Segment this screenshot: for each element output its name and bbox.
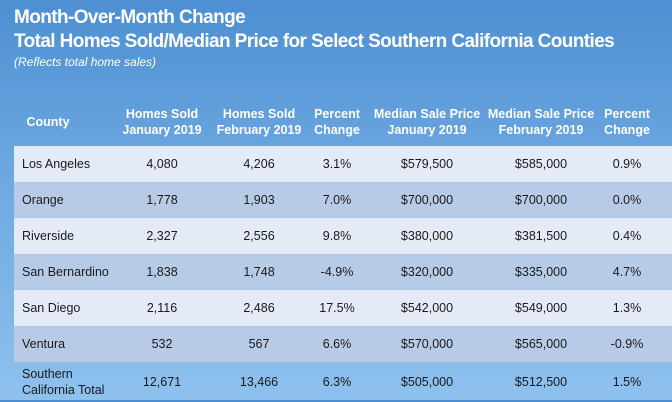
chart-title: Month-Over-Month Change	[14, 7, 246, 28]
table-row-total: Southern California Total 12,671 13,466 6.3%…	[14, 362, 672, 402]
cell-homes-sold-feb: 1,903	[243, 193, 275, 207]
cell-county: San Diego	[22, 301, 81, 315]
cell-homes-sold-feb: 2,486	[243, 301, 275, 315]
table-header: County Homes Sold January 2019 Homes Sold Fe…	[0, 100, 672, 144]
column-header-homes-sold-jan: Homes Sold January 2019	[122, 107, 202, 137]
column-header-median-price-jan: Median Sale Price January 2019	[373, 107, 481, 137]
column-header-price-pct-change: Percent Change	[604, 107, 650, 137]
cell-median-price-jan: $542,000	[400, 301, 454, 315]
cell-median-price-feb: $381,500	[514, 229, 568, 243]
table-row: San Bernardino 1,838 1,748 -4.9% $320,000 $33…	[14, 254, 672, 290]
column-header-homes-sold-feb: Homes Sold February 2019	[216, 107, 302, 137]
cell-homes-pct-change: 17.5%	[319, 301, 355, 315]
chart-subtitle: Total Homes Sold/Median Price for Select…	[14, 31, 615, 52]
cell-homes-sold-feb: 2,556	[243, 229, 275, 243]
cell-median-price-feb: $700,000	[514, 193, 568, 207]
cell-median-price-jan: $579,500	[400, 157, 454, 171]
table-row: Ventura 532 567 6.6% $570,000 $565,000 -0.9%	[14, 326, 672, 362]
cell-homes-sold-jan: 1,778	[146, 193, 178, 207]
cell-county: San Bernardino	[22, 265, 109, 279]
table-row: Los Angeles 4,080 4,206 3.1% $579,500 $585,00…	[14, 146, 672, 182]
cell-price-pct-change: 0.4%	[612, 229, 642, 243]
cell-median-price-jan: $505,000	[400, 375, 454, 389]
cell-county: Ventura	[22, 337, 66, 351]
cell-price-pct-change: 1.3%	[612, 301, 642, 315]
cell-homes-pct-change: 7.0%	[322, 193, 352, 207]
cell-homes-pct-change: 3.1%	[322, 157, 352, 171]
cell-homes-pct-change: -4.9%	[320, 265, 354, 279]
cell-price-pct-change: 1.5%	[612, 375, 642, 389]
cell-median-price-feb: $565,000	[514, 337, 568, 351]
cell-median-price-jan: $700,000	[400, 193, 454, 207]
cell-price-pct-change: -0.9%	[610, 337, 644, 351]
cell-county: Los Angeles	[22, 157, 91, 171]
cell-homes-sold-feb: 4,206	[243, 157, 275, 171]
column-header-homes-pct-change: Percent Change	[314, 107, 360, 137]
cell-homes-pct-change: 6.3%	[322, 375, 352, 389]
table-body: Los Angeles 4,080 4,206 3.1% $579,500 $585,00…	[14, 146, 672, 402]
cell-median-price-feb: $335,000	[514, 265, 568, 279]
cell-county: Riverside	[22, 229, 75, 243]
cell-price-pct-change: 0.9%	[612, 157, 642, 171]
cell-county: Orange	[22, 193, 64, 207]
cell-price-pct-change: 4.7%	[612, 265, 642, 279]
title-block: Month-Over-Month Change Total Homes Sold…	[14, 6, 615, 69]
cell-homes-sold-feb: 13,466	[239, 375, 279, 389]
cell-homes-sold-jan: 4,080	[146, 157, 178, 171]
chart-note: (Reflects total home sales)	[14, 55, 157, 69]
table-row: Riverside 2,327 2,556 9.8% $380,000 $381,500 0…	[14, 218, 672, 254]
cell-median-price-jan: $570,000	[400, 337, 454, 351]
cell-homes-pct-change: 6.6%	[322, 337, 352, 351]
cell-homes-sold-jan: 12,671	[142, 375, 182, 389]
cell-homes-sold-jan: 1,838	[146, 265, 178, 279]
cell-homes-pct-change: 9.8%	[322, 229, 352, 243]
cell-median-price-jan: $320,000	[400, 265, 454, 279]
cell-homes-sold-jan: 532	[151, 337, 173, 351]
cell-homes-sold-feb: 567	[248, 337, 270, 351]
cell-homes-sold-jan: 2,327	[146, 229, 178, 243]
table-row: Orange 1,778 1,903 7.0% $700,000 $700,000 0.0%	[14, 182, 672, 218]
cell-homes-sold-jan: 2,116	[146, 301, 178, 315]
cell-median-price-feb: $585,000	[514, 157, 568, 171]
column-header-county: County	[26, 115, 70, 129]
cell-median-price-feb: $549,000	[514, 301, 568, 315]
cell-county: Southern California Total	[22, 367, 105, 397]
column-header-median-price-feb: Median Sale Price February 2019	[487, 107, 595, 137]
cell-homes-sold-feb: 1,748	[243, 265, 275, 279]
cell-median-price-feb: $512,500	[514, 375, 568, 389]
cell-price-pct-change: 0.0%	[612, 193, 642, 207]
cell-median-price-jan: $380,000	[400, 229, 454, 243]
table-row: San Diego 2,116 2,486 17.5% $542,000 $549,000…	[14, 290, 672, 326]
